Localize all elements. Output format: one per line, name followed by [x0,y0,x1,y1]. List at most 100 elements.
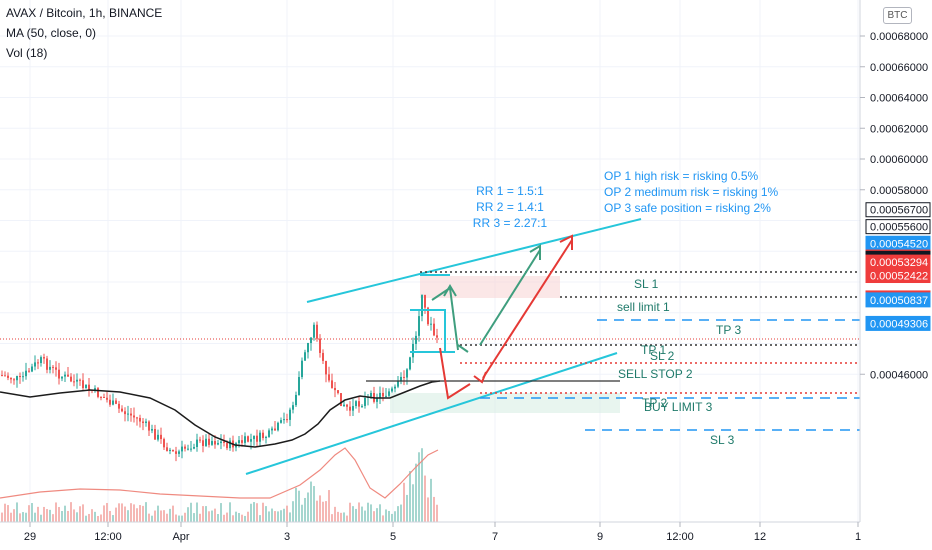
price-label: 0.00054520 [865,235,931,251]
candle-body [127,413,129,415]
candle-body [139,417,141,422]
candle-body [148,421,150,431]
candle-body [292,405,294,410]
volume-bar [52,514,54,522]
candle-body [310,337,312,343]
volume-bar [178,515,180,522]
candle-body [322,352,324,361]
x-tick-label: 7 [492,531,498,543]
candle-body [181,446,183,452]
price-label: 0.00050837 [865,292,931,308]
rr2-label: RR 2 = 1.4:1 [476,200,544,214]
volume-bar [55,502,57,522]
volume-bar [358,502,360,522]
volume-bar [391,513,393,522]
volume-bar [109,510,111,522]
volume-legend: Vol (18) [6,46,48,60]
candle-body [265,436,267,439]
volume-bar [223,514,225,522]
volume-bar [82,504,84,522]
teal-arrows [431,244,541,353]
candle-body [424,295,426,308]
volume-bar [250,503,252,522]
volume-bar [64,505,66,522]
candle-body [70,376,72,382]
candle-body [142,421,144,424]
volume-bar [217,514,219,522]
candle-body [277,422,279,431]
x-tick-label: 12:00 [94,531,122,543]
level-annotations: SL 1 sell limit 1 TP 3 TP 1 SL 2 SELL ST… [617,277,741,447]
volume-bars [1,448,438,522]
rr-annotations: RR 1 = 1.5:1 RR 2 = 1.4:1 RR 3 = 2.27:1 [473,184,548,230]
volume-bar [214,508,216,522]
candle-body [52,366,54,368]
candle-body [397,381,399,387]
volume-bar [226,512,228,522]
tp3-label: TP 3 [716,323,741,337]
volume-bar [253,502,255,522]
volume-bar [142,505,144,522]
volume-bar [292,501,294,522]
candle-body [40,357,42,364]
volume-bar [112,515,114,522]
volume-bar [418,452,420,522]
candle-body [301,360,303,378]
candle-body [436,335,438,338]
candle-body [175,451,177,454]
candle-body [106,397,108,400]
volume-bar [280,510,282,522]
channel-upper [306,218,642,303]
volume-bar [298,490,300,522]
candle-body [304,352,306,361]
candle-body [97,388,99,397]
buy-limit-3-label: BUY LIMIT 3 [644,400,713,414]
volume-bar [28,505,30,522]
candle-body [259,432,261,442]
currency-badge[interactable]: BTC [883,7,912,24]
volume-bar [247,511,249,522]
candle-body [124,411,126,415]
volume-bar [244,515,246,522]
candle-body [325,360,327,375]
candle-body [133,415,135,418]
candle-body [46,358,48,370]
y-tick-label: 0.00066000 [870,62,928,74]
candle-body [298,377,300,395]
candle-body [43,357,45,359]
volume-bar [106,502,108,522]
price-label-box [865,315,931,331]
volume-bar [385,509,387,522]
candle-body [112,400,114,405]
candle-body [418,316,420,336]
volume-bar [202,506,204,522]
sell-limit-1-label: sell limit 1 [617,300,670,314]
candle-body [400,376,402,382]
volume-bar [379,504,381,522]
candle-body [241,440,243,443]
candle-body [307,342,309,353]
x-tick-label: 12:00 [666,531,694,543]
candle-body [337,390,339,394]
volume-bar [436,504,438,522]
volume-bar [4,503,6,522]
candle-body [256,435,258,442]
candle-body [283,419,285,421]
op1-label: OP 1 high risk = risking 0.5% [604,169,759,183]
volume-bar [343,512,345,522]
volume-bar [313,486,315,522]
volume-bar [100,514,102,522]
candle-body [199,439,201,441]
volume-bar [388,510,390,522]
sl2-label: SL 2 [650,349,675,363]
candle-body [340,393,342,406]
candle-body [214,441,216,445]
candle-body [391,388,393,392]
volume-bar [376,508,378,522]
candle-body [205,438,207,446]
candle-body [115,400,117,404]
volume-bar [367,502,369,522]
candle-body [28,370,30,372]
candle-body [67,374,69,377]
